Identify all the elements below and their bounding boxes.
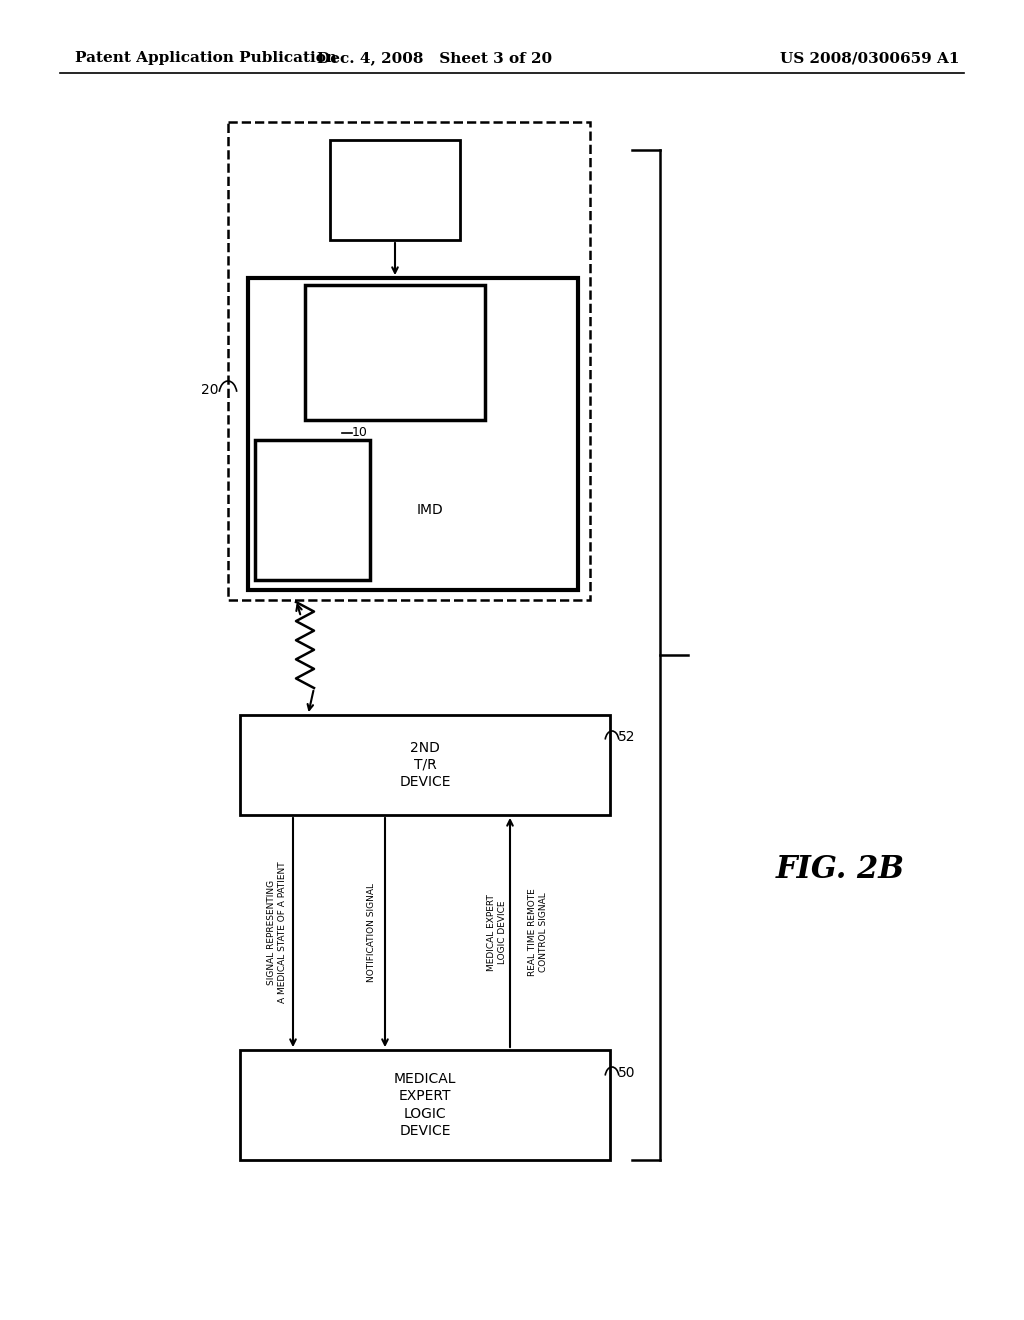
Text: Dec. 4, 2008   Sheet 3 of 20: Dec. 4, 2008 Sheet 3 of 20 [317,51,553,65]
Text: US 2008/0300659 A1: US 2008/0300659 A1 [780,51,961,65]
Bar [248,279,578,590]
Bar [305,285,485,420]
Text: Patent Application Publication: Patent Application Publication [75,51,337,65]
Text: 20: 20 [201,383,218,397]
Bar [240,1049,610,1160]
Bar [240,715,610,814]
Text: MEDICAL EXPERT
LOGIC DEVICE: MEDICAL EXPERT LOGIC DEVICE [487,894,507,972]
Text: SENSOR: SENSOR [367,183,424,197]
Text: NOTIFICATION SIGNAL: NOTIFICATION SIGNAL [368,883,377,982]
Text: IMD: IMD [417,503,443,517]
Text: 50: 50 [618,1067,636,1080]
Text: 52: 52 [618,730,636,744]
Text: 2ND
T/R
DEVICE: 2ND T/R DEVICE [399,741,451,789]
Bar [228,121,590,601]
Text: 10: 10 [352,426,368,440]
Text: REAL TIME REMOTE
CONTROL SIGNAL: REAL TIME REMOTE CONTROL SIGNAL [528,888,548,977]
Text: SENSOR
CIRCUIT: SENSOR CIRCUIT [367,337,424,368]
Bar [330,140,460,240]
Bar [255,440,370,579]
Text: MEDICAL
EXPERT
LOGIC
DEVICE: MEDICAL EXPERT LOGIC DEVICE [394,1072,457,1138]
Text: FIG. 2B: FIG. 2B [775,854,904,886]
Text: SIGNAL REPRESENTING
A MEDICAL STATE OF A PATIENT: SIGNAL REPRESENTING A MEDICAL STATE OF A… [267,862,287,1003]
Text: 1ST
T/R
DEVICE: 1ST T/R DEVICE [290,487,336,532]
